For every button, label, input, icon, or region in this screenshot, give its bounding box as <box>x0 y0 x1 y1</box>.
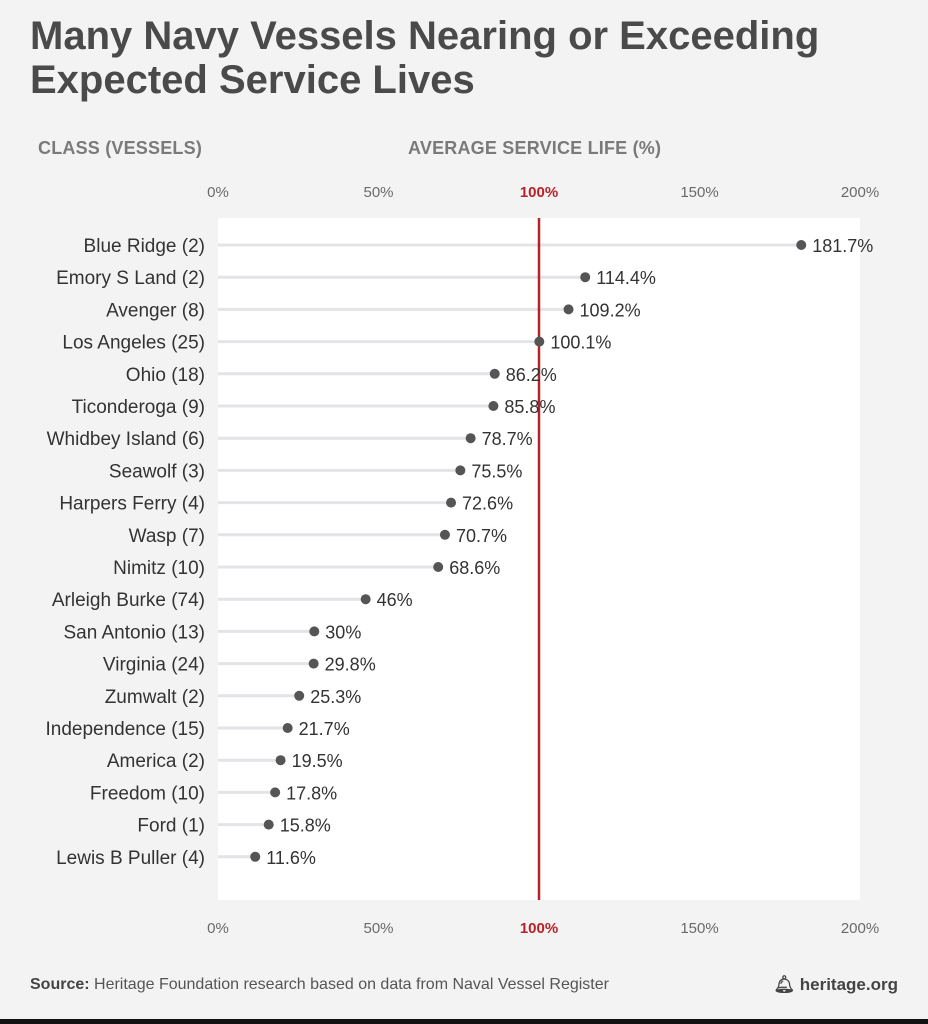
chart-title: Many Navy Vessels Nearing or Exceeding E… <box>30 14 820 102</box>
x-tick-label-bottom: 50% <box>363 920 393 937</box>
x-tick-label-bottom: 100% <box>520 920 558 937</box>
bottom-border <box>0 1019 928 1024</box>
x-tick-label-bottom: 150% <box>680 920 718 937</box>
category-label: America (2) <box>107 751 205 772</box>
value-label: 78.7% <box>482 429 533 449</box>
value-label: 75.5% <box>471 461 522 481</box>
brand-text: heritage.org <box>799 975 898 994</box>
category-label: San Antonio (13) <box>63 622 205 643</box>
data-point <box>360 594 371 605</box>
data-point <box>270 787 281 798</box>
category-label: Whidbey Island (6) <box>47 429 205 450</box>
value-label: 68.6% <box>449 558 500 578</box>
category-label: Ticonderoga (9) <box>72 397 205 418</box>
data-point <box>263 819 274 830</box>
source-note: Source: Heritage Foundation research bas… <box>30 976 609 994</box>
data-point <box>439 529 450 540</box>
data-point <box>308 658 319 669</box>
liberty-bell-icon: 🔔︎ <box>773 975 800 994</box>
data-point <box>433 562 444 572</box>
value-label: 100.1% <box>550 333 611 353</box>
source-label: Source: <box>30 976 90 993</box>
data-point <box>275 755 286 766</box>
value-label: 29.8% <box>325 655 376 675</box>
value-axis-title: AVERAGE SERVICE LIFE (%) <box>408 138 662 158</box>
category-label: Lewis B Puller (4) <box>56 848 205 869</box>
category-label: Freedom (10) <box>90 783 205 804</box>
data-point <box>488 401 499 411</box>
category-label: Emory S Land (2) <box>56 268 205 289</box>
category-label: Independence (15) <box>45 719 205 740</box>
value-label: 21.7% <box>299 719 350 739</box>
category-label: Seawolf (3) <box>109 461 205 482</box>
data-point <box>250 851 261 862</box>
category-label: Ford (1) <box>137 816 205 837</box>
category-label: Blue Ridge (2) <box>84 236 205 257</box>
value-label: 72.6% <box>462 494 513 514</box>
data-point <box>294 690 305 701</box>
data-point <box>489 368 500 379</box>
data-point <box>534 336 545 347</box>
x-tick-label-top: 0% <box>207 184 229 201</box>
value-label: 11.6% <box>266 848 316 868</box>
value-label: 86.2% <box>506 365 557 385</box>
data-point <box>796 240 807 250</box>
value-label: 15.8% <box>280 816 331 836</box>
category-label: Nimitz (10) <box>113 558 205 579</box>
category-label: Zumwalt (2) <box>105 687 205 708</box>
x-tick-label-bottom: 200% <box>841 920 879 937</box>
data-point <box>580 272 591 283</box>
dot-chart: 0% 0% 50% 50% 100% 100% 150% 150% 200% 200% Blue R… <box>45 184 879 937</box>
value-label: 109.2% <box>580 300 641 320</box>
category-axis-title: CLASS (VESSELS) <box>38 138 203 158</box>
category-label: Los Angeles (25) <box>62 333 205 354</box>
data-point <box>465 433 476 444</box>
value-label: 46% <box>377 590 413 610</box>
value-label: 25.3% <box>310 687 361 707</box>
category-label: Harpers Ferry (4) <box>59 494 205 515</box>
x-tick-label-top: 150% <box>680 184 718 201</box>
value-label: 30% <box>325 622 361 642</box>
data-point <box>455 465 466 476</box>
x-tick-label-top: 200% <box>841 184 879 201</box>
category-label: Wasp (7) <box>129 526 205 547</box>
value-label: 19.5% <box>292 751 343 771</box>
value-label: 85.8% <box>504 397 555 417</box>
value-label: 181.7% <box>812 236 873 256</box>
value-label: 114.4% <box>596 268 656 288</box>
x-tick-label-top: 100% <box>520 184 558 201</box>
x-tick-label-bottom: 0% <box>207 920 229 937</box>
data-point <box>446 497 457 508</box>
value-label: 17.8% <box>286 783 337 803</box>
brand-logo[interactable]: 🔔︎ heritage.org <box>773 975 898 995</box>
x-tick-label-top: 50% <box>363 184 393 201</box>
data-point <box>309 626 320 637</box>
category-label: Avenger (8) <box>106 300 205 321</box>
category-label: Ohio (18) <box>126 365 205 386</box>
category-label: Virginia (24) <box>103 655 205 676</box>
value-label: 70.7% <box>456 526 507 546</box>
category-label: Arleigh Burke (74) <box>52 590 205 611</box>
data-point <box>563 304 574 315</box>
data-point <box>282 723 293 733</box>
source-text: Heritage Foundation research based on da… <box>89 976 609 993</box>
